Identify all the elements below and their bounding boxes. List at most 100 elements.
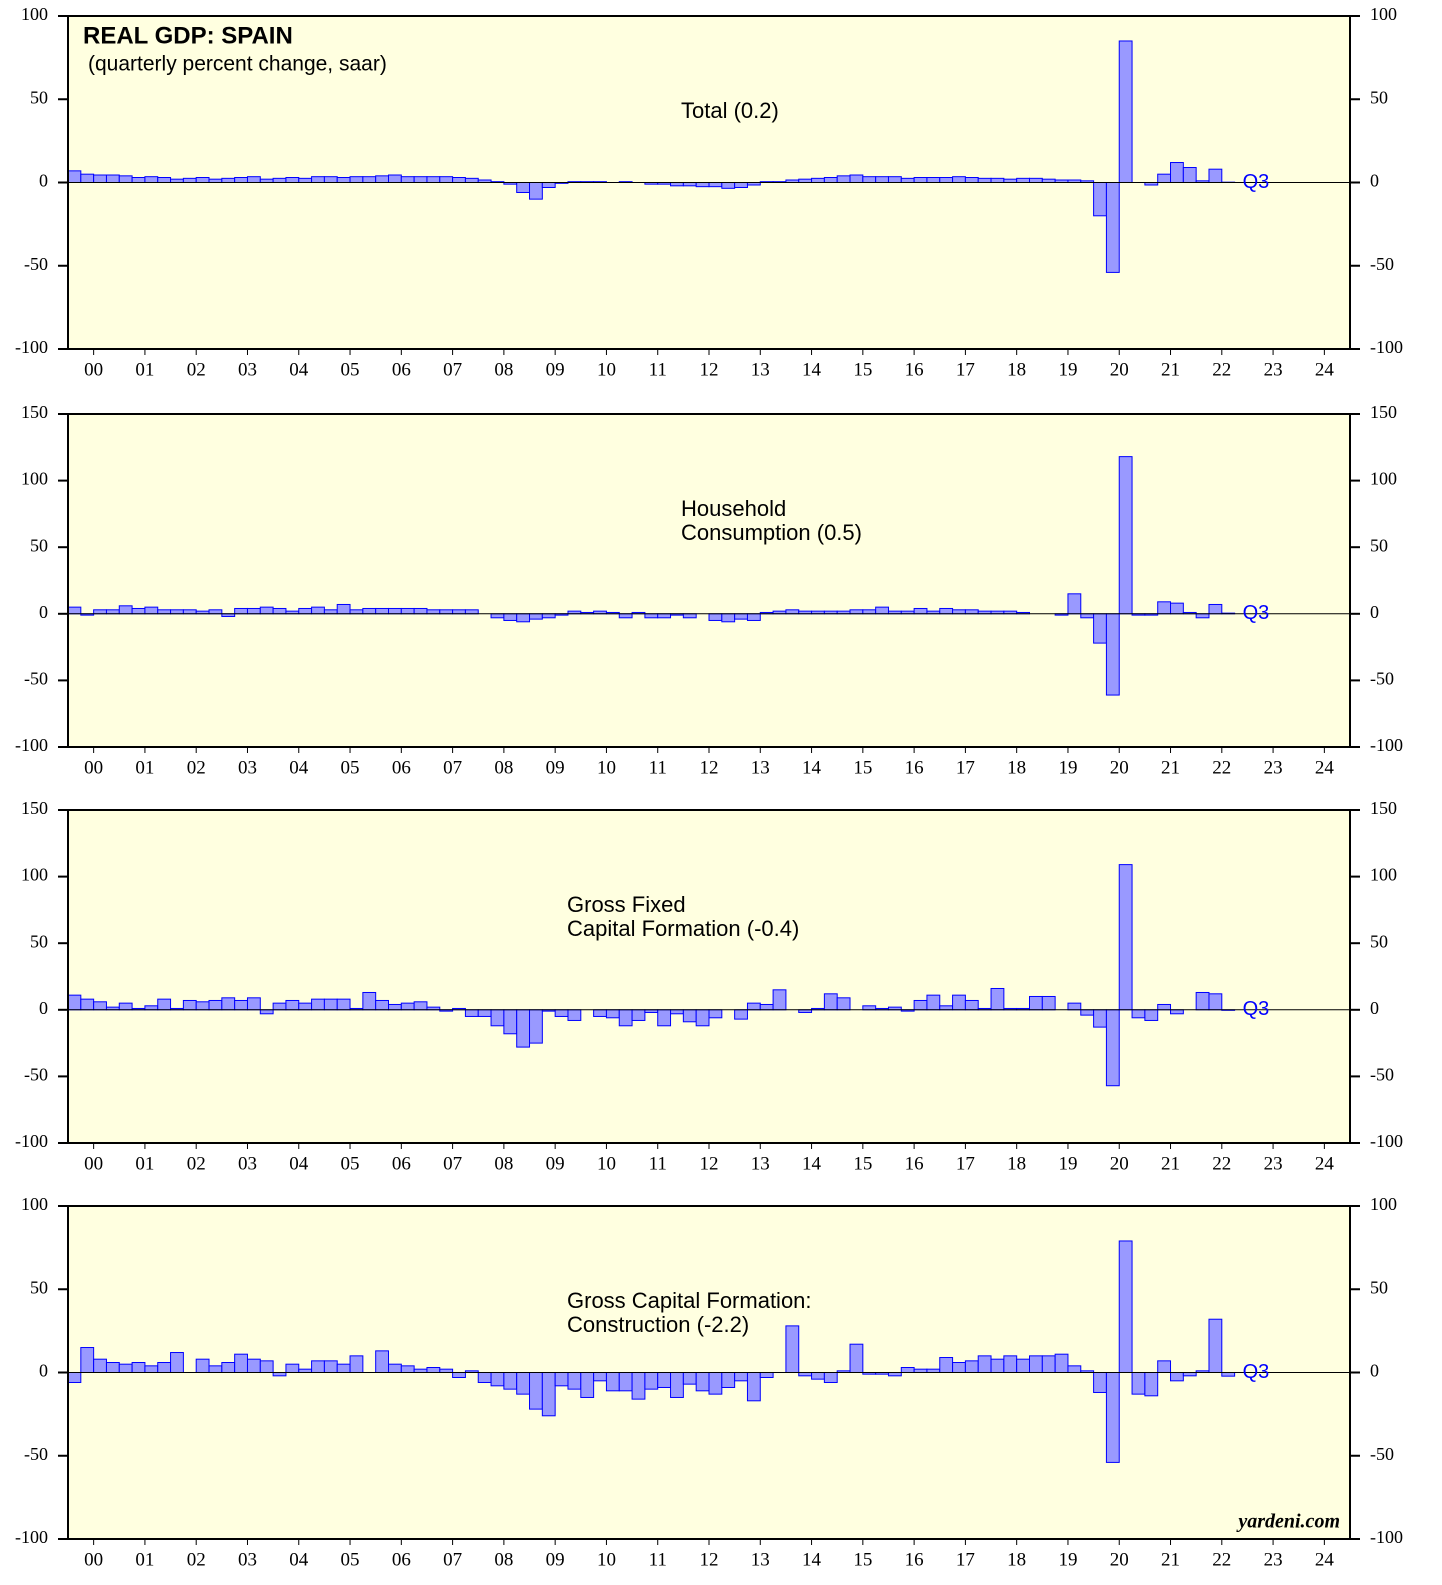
bar	[1170, 1372, 1184, 1382]
bar	[772, 989, 787, 1011]
y-tick-label: -100	[15, 735, 48, 755]
x-tick-label: 02	[187, 359, 206, 380]
y-tick-label-right: -50	[1370, 1065, 1394, 1085]
x-tick-label: 19	[1058, 757, 1077, 778]
bar	[1170, 602, 1184, 615]
series-label: Total (0.2)	[681, 98, 779, 123]
bar	[1093, 182, 1107, 217]
bar	[836, 175, 851, 183]
bar	[388, 1363, 402, 1374]
bar	[400, 607, 415, 615]
y-tick-label-right: -50	[1370, 254, 1394, 274]
bar	[593, 1372, 607, 1382]
x-tick-label: 04	[289, 757, 309, 778]
bar	[746, 613, 761, 621]
x-tick-label: 08	[494, 359, 513, 380]
bar	[170, 609, 184, 615]
x-tick-label: 03	[238, 1549, 257, 1570]
x-tick-label: 01	[135, 1549, 154, 1570]
bar	[682, 1009, 697, 1023]
bar	[682, 1372, 697, 1385]
bar	[221, 1362, 236, 1374]
plot-area	[68, 810, 1350, 1143]
x-tick-label: 18	[1007, 757, 1026, 778]
bar	[157, 609, 172, 615]
plot-frame	[67, 809, 1351, 1144]
bar	[516, 1372, 531, 1395]
bar	[93, 1358, 107, 1374]
bar	[964, 1360, 979, 1373]
bar	[452, 1372, 466, 1378]
x-tick-label: 15	[853, 757, 872, 778]
x-tick-label: 16	[905, 359, 924, 380]
x-tick-label: 05	[341, 1549, 360, 1570]
bar	[823, 177, 838, 184]
bar	[400, 1002, 415, 1011]
x-tick-label: 02	[187, 757, 206, 778]
y-tick-label: -50	[24, 669, 48, 689]
bar	[939, 177, 954, 184]
x-tick-label: 11	[649, 757, 667, 778]
bar	[80, 173, 95, 184]
bar	[298, 1002, 313, 1011]
x-tick-label: 11	[649, 1153, 667, 1174]
bar	[208, 999, 223, 1011]
bar	[695, 1372, 710, 1392]
x-tick-label: 21	[1161, 359, 1180, 380]
bar	[503, 613, 518, 621]
bar	[234, 177, 248, 184]
bar	[118, 1363, 133, 1374]
bar	[657, 1009, 672, 1027]
bar	[1093, 613, 1107, 644]
bar	[1105, 1372, 1120, 1463]
bar	[721, 1372, 736, 1388]
bar	[1144, 1372, 1159, 1397]
y-tick-label-right: 150	[1370, 402, 1397, 422]
series-label: Gross Capital Formation:	[567, 1288, 812, 1313]
x-tick-label: 22	[1212, 1549, 1231, 1570]
bar	[259, 1360, 274, 1373]
y-tick-label-right: 50	[1370, 87, 1388, 107]
series-label: Construction (-2.2)	[567, 1312, 749, 1337]
bar	[734, 182, 748, 188]
bar	[541, 613, 556, 619]
bar	[413, 1001, 428, 1011]
bar	[375, 1350, 389, 1373]
bar	[657, 1372, 672, 1388]
bar	[759, 1372, 774, 1378]
plot-area	[68, 414, 1350, 747]
x-tick-label: 22	[1212, 1153, 1231, 1174]
bar	[234, 1353, 248, 1374]
x-tick-label: 09	[546, 359, 565, 380]
y-tick-label: 100	[21, 469, 48, 489]
x-tick-label: 10	[597, 757, 616, 778]
y-tick-label-right: -100	[1370, 337, 1403, 357]
bar	[400, 1365, 415, 1373]
x-tick-label: 02	[187, 1549, 206, 1570]
bar	[1144, 1009, 1159, 1021]
end-label: Q3	[1243, 998, 1270, 1020]
x-tick-label: 00	[84, 1153, 103, 1174]
bar	[1029, 995, 1043, 1011]
bar	[323, 609, 338, 615]
x-tick-label: 18	[1007, 1153, 1026, 1174]
y-tick-label-right: 0	[1370, 602, 1379, 622]
bar	[1080, 1009, 1095, 1016]
x-tick-label: 03	[238, 757, 257, 778]
bar	[657, 613, 672, 619]
y-tick-label: 0	[39, 1361, 48, 1381]
bar	[195, 177, 210, 184]
bar	[644, 613, 659, 619]
x-tick-label: 06	[392, 1153, 411, 1174]
y-tick-label: -50	[24, 1065, 48, 1085]
bar	[516, 613, 531, 623]
y-tick-label-right: 100	[1370, 4, 1397, 24]
x-tick-label: 15	[853, 1549, 872, 1570]
bar	[1080, 613, 1095, 619]
bar	[195, 1001, 210, 1011]
bar	[1157, 601, 1172, 615]
bar	[1041, 1355, 1056, 1373]
y-tick-label: 0	[39, 602, 48, 622]
bar	[272, 1002, 287, 1011]
bar	[157, 998, 172, 1011]
